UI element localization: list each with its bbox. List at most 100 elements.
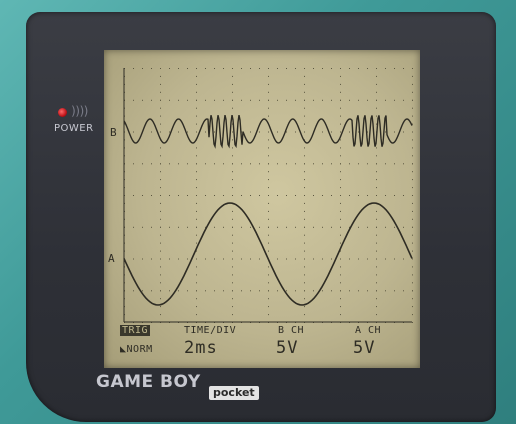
grid-dot xyxy=(340,139,341,141)
grid-dot xyxy=(412,99,413,101)
lcd-screen xyxy=(104,50,420,368)
grid-dot xyxy=(160,195,161,196)
grid-dot xyxy=(160,202,161,204)
grid-dot xyxy=(169,290,170,292)
grid-dot xyxy=(205,258,206,260)
grid-dot xyxy=(169,195,170,196)
grid-dot xyxy=(340,75,341,77)
grid-dot xyxy=(304,147,305,149)
grid-dot xyxy=(160,290,161,292)
grid-dot xyxy=(376,242,377,244)
grid-dot xyxy=(277,195,278,196)
grid-dot xyxy=(349,258,350,260)
grid-dot xyxy=(232,139,233,141)
grid-dot xyxy=(250,68,251,69)
grid-dot xyxy=(412,202,413,204)
grid-dot xyxy=(313,226,314,228)
grid-dot xyxy=(151,226,152,228)
grid-dot xyxy=(214,226,215,228)
grid-dot xyxy=(259,226,260,228)
grid-dot xyxy=(304,131,305,133)
grid-dot xyxy=(268,83,269,85)
grid-dot xyxy=(340,147,341,149)
grid-dot xyxy=(376,290,377,292)
grid-dot xyxy=(286,290,287,292)
grid-dot xyxy=(196,210,197,212)
grid-dot xyxy=(241,163,242,165)
channel-a-marker: A xyxy=(108,252,115,265)
grid-dot xyxy=(412,75,413,77)
grid-dot xyxy=(214,290,215,292)
grid-dot xyxy=(412,258,413,260)
power-label: POWER xyxy=(54,123,94,134)
grid-dot xyxy=(205,290,206,292)
grid-dot xyxy=(376,68,377,69)
grid-dot xyxy=(331,195,332,196)
grid-dot xyxy=(196,282,197,284)
grid-dot xyxy=(349,290,350,292)
grid-dot xyxy=(340,274,341,276)
grid-dot xyxy=(304,282,305,284)
grid-dot xyxy=(232,234,233,236)
grid-dot xyxy=(142,258,143,260)
grid-dot xyxy=(196,234,197,236)
grid-dot xyxy=(196,218,197,220)
grid-dot xyxy=(331,99,332,101)
grid-dot xyxy=(403,99,404,101)
grid-dot xyxy=(214,258,215,260)
grid-dot xyxy=(241,226,242,228)
grid-dot xyxy=(160,107,161,109)
grid-dot xyxy=(304,83,305,85)
grid-dot xyxy=(376,266,377,268)
grid-dot xyxy=(412,68,413,69)
grid-dot xyxy=(394,131,395,133)
grid-dot xyxy=(277,99,278,101)
grid-dot xyxy=(223,290,224,292)
trig-label: TRIG xyxy=(120,325,151,336)
grid-dot xyxy=(304,290,305,292)
grid-dot xyxy=(169,68,170,69)
grid-dot xyxy=(412,83,413,85)
grid-dot xyxy=(349,68,350,69)
grid-dot xyxy=(160,210,161,212)
b-ch-label: B CH xyxy=(278,325,305,336)
grid-dot xyxy=(178,163,179,165)
grid-dot xyxy=(232,290,233,292)
grid-dot xyxy=(259,131,260,133)
grid-dot xyxy=(241,195,242,196)
grid-dot xyxy=(142,226,143,228)
grid-dot xyxy=(196,250,197,252)
grid-dot xyxy=(214,163,215,165)
grid-dot xyxy=(250,290,251,292)
grid-dot xyxy=(133,290,134,292)
grid-dot xyxy=(232,218,233,220)
grid-dot xyxy=(340,202,341,204)
grid-dot xyxy=(412,163,413,165)
grid-dot xyxy=(358,68,359,69)
grid-dot xyxy=(196,107,197,109)
grid-dot xyxy=(223,195,224,196)
grid-dot xyxy=(367,290,368,292)
grid-dot xyxy=(412,290,413,292)
grid-dot xyxy=(196,306,197,308)
grid-dot xyxy=(286,131,287,133)
grid-dot xyxy=(196,258,197,260)
grid-dot xyxy=(223,226,224,228)
grid-dot xyxy=(232,68,233,69)
grid-dot xyxy=(385,99,386,101)
grid-dot xyxy=(376,75,377,77)
grid-dot xyxy=(178,290,179,292)
grid-dot xyxy=(196,131,197,133)
grid-dot xyxy=(304,179,305,181)
grid-dot xyxy=(196,179,197,181)
channel-b-marker: B xyxy=(110,126,117,139)
grid-dot xyxy=(412,266,413,268)
grid-dot xyxy=(376,147,377,149)
grid-dot xyxy=(304,115,305,117)
grid-dot xyxy=(403,290,404,292)
grid-dot xyxy=(412,147,413,149)
grid-dot xyxy=(232,107,233,109)
grid-dot xyxy=(268,68,269,69)
grid-dot xyxy=(304,171,305,173)
grid-dot xyxy=(268,179,269,181)
